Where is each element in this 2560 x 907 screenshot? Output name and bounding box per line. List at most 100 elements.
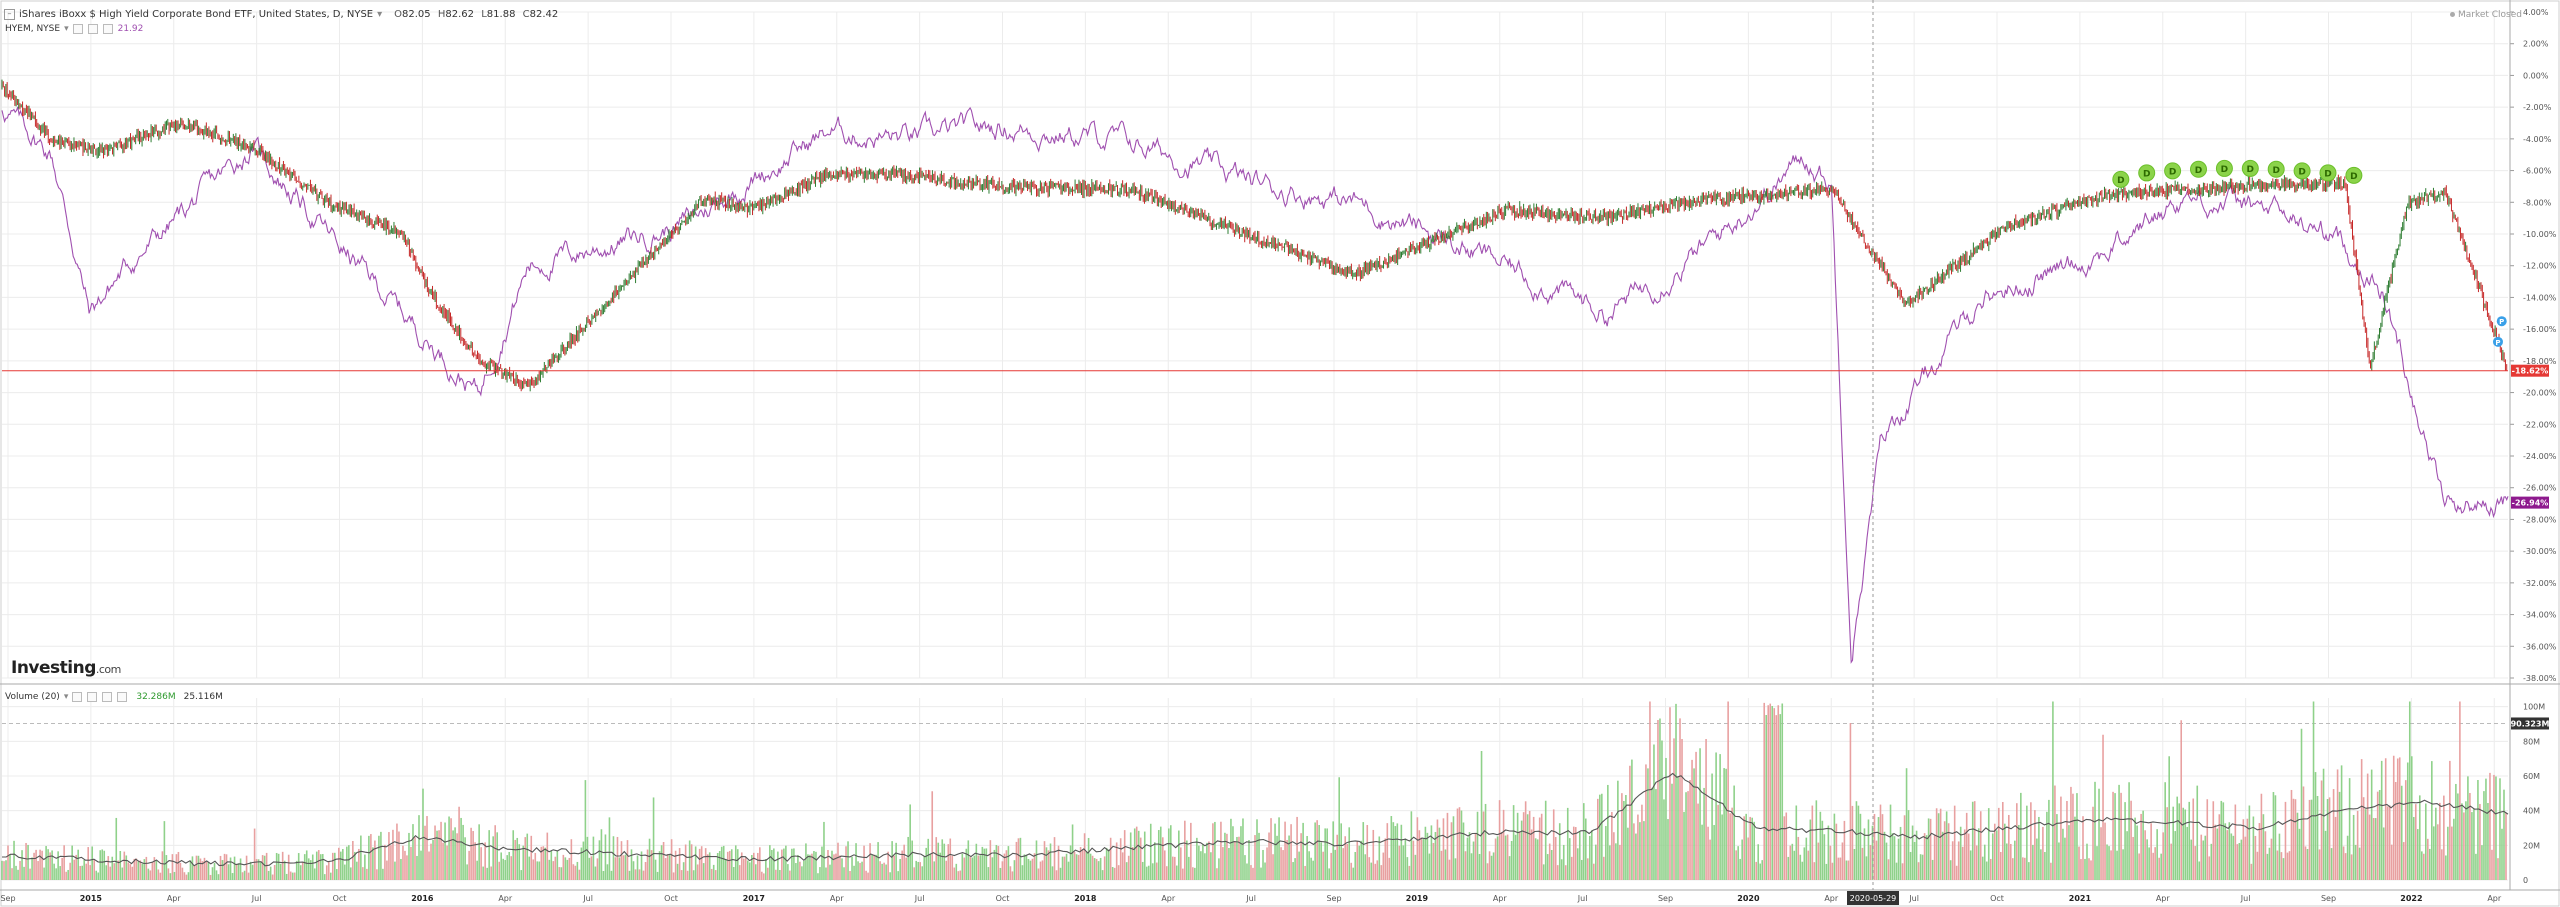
crosshair: 2020-05-29 — [1847, 0, 1899, 905]
dividend-marker-label: D — [2247, 165, 2254, 175]
volume-chevron-icon[interactable]: ▾ — [63, 692, 69, 702]
y-tick-label: -32.00% — [2523, 579, 2557, 588]
y-tick-label: 4.00% — [2523, 8, 2549, 17]
dividend-marker-circle — [2319, 164, 2337, 182]
x-tick-label: Jul — [251, 894, 262, 903]
event-marker-label: P — [2499, 318, 2504, 326]
vol-y-tick-label: 100M — [2523, 703, 2545, 712]
y-tick-label: -6.00% — [2523, 167, 2552, 176]
volume-remove-icon[interactable] — [102, 692, 113, 702]
dividend-marker-icon[interactable]: D — [2190, 160, 2208, 178]
dividend-marker-circle — [2190, 160, 2208, 178]
y-tick-label: -8.00% — [2523, 198, 2552, 207]
y-tick-label: -34.00% — [2523, 611, 2557, 620]
y-tick-label: -38.00% — [2523, 674, 2557, 683]
dividend-marker-circle — [2241, 159, 2259, 177]
hyem-last-value-badge: -26.94% — [2512, 499, 2549, 508]
x-tick-label: Sep — [0, 894, 15, 903]
dividend-marker-icon[interactable]: D — [2293, 162, 2311, 180]
y-tick-label: 2.00% — [2523, 40, 2549, 49]
x-tick-label: Oct — [1990, 894, 2004, 903]
event-marker-icon[interactable]: P — [2496, 316, 2507, 327]
y-tick-label: -26.00% — [2523, 484, 2557, 493]
x-tick-label: Apr — [498, 894, 513, 903]
y-tick-label: -20.00% — [2523, 389, 2557, 398]
x-tick-label: Jul — [914, 894, 925, 903]
event-marker-circle — [2492, 336, 2503, 347]
dividend-marker-icon[interactable]: D — [2138, 164, 2156, 182]
dividend-marker-icon[interactable]: D — [2345, 166, 2363, 184]
x-tick-label: 2016 — [411, 894, 434, 903]
compare-eye-icon[interactable] — [72, 24, 83, 34]
x-tick-label: Apr — [1161, 894, 1176, 903]
dividend-markers[interactable]: D D D D D D D D D D P P — [2112, 159, 2507, 347]
dividend-marker-icon[interactable]: D — [2319, 164, 2337, 182]
compare-settings-icon[interactable] — [87, 24, 98, 34]
y-tick-label: 0.00% — [2523, 71, 2549, 80]
crosshair-date-badge — [1847, 891, 1899, 905]
hyg-last-value-badge: -18.62% — [2512, 367, 2549, 376]
x-tick-label: Apr — [2156, 894, 2171, 903]
dividend-marker-icon[interactable]: D — [2112, 170, 2130, 188]
dividend-marker-circle — [2293, 162, 2311, 180]
dividend-marker-label: D — [2143, 169, 2150, 179]
volume-settings-icon[interactable] — [87, 692, 98, 702]
x-tick-label: Sep — [1658, 894, 1673, 903]
volume-last-value-badge: 90.323M — [2511, 719, 2550, 728]
compare-remove-icon[interactable] — [102, 24, 113, 34]
dividend-marker-label: D — [2169, 167, 2176, 177]
dividend-marker-icon[interactable]: D — [2267, 160, 2285, 178]
market-status: Market Closed — [2449, 10, 2522, 20]
compare-value: 21.92 — [117, 24, 144, 34]
dividend-marker-label: D — [2350, 172, 2357, 182]
y-tick-label: -18.00% — [2523, 357, 2557, 366]
compare-symbol: HYEM, NYSE — [5, 24, 61, 34]
vol-y-tick-label: 60M — [2523, 772, 2540, 781]
x-tick-label: Oct — [996, 894, 1010, 903]
dividend-marker-circle — [2138, 164, 2156, 182]
y-tick-label: -24.00% — [2523, 452, 2557, 461]
volume-last-value-badge-bg — [2511, 717, 2549, 730]
dividend-marker-circle — [2215, 159, 2233, 177]
settings-chevron-icon[interactable]: ▾ — [377, 9, 383, 20]
compare-chevron-icon[interactable]: ▾ — [64, 24, 69, 34]
x-tick-label: Jul — [1908, 894, 1919, 903]
dividend-marker-label: D — [2195, 166, 2202, 176]
volume-eye-icon[interactable] — [72, 692, 83, 702]
x-tick-label: Apr — [830, 894, 845, 903]
x-tick-label: Jul — [2240, 894, 2251, 903]
x-tick-label: 2021 — [2069, 894, 2092, 903]
dividend-marker-circle — [2267, 160, 2285, 178]
x-tick-label: Sep — [1326, 894, 1341, 903]
dividend-marker-label: D — [2117, 176, 2124, 186]
y-tick-label: -10.00% — [2523, 230, 2557, 239]
compare-legend: HYEM, NYSE ▾ 21.92 — [5, 24, 143, 34]
volume-more-icon[interactable] — [117, 692, 128, 702]
x-tick-label: Jul — [582, 894, 593, 903]
volume-ma-path — [2, 772, 2509, 867]
vol-y-tick-label: 40M — [2523, 807, 2540, 816]
collapse-legend-icon[interactable]: – — [4, 9, 15, 20]
x-tick-label: Apr — [1824, 894, 1839, 903]
x-tick-label: 2022 — [2400, 894, 2422, 903]
volume-value-2: 25.116M — [183, 692, 223, 702]
event-marker-icon[interactable]: P — [2492, 336, 2503, 347]
x-tick-label: Apr — [2487, 894, 2502, 903]
x-tick-label: Apr — [167, 894, 182, 903]
volume-value-1: 32.286M — [136, 692, 176, 702]
volume-label: Volume (20) — [5, 692, 60, 702]
hyem-line-path — [1, 106, 2509, 664]
main-legend: – iShares iBoxx $ High Yield Corporate B… — [4, 9, 562, 20]
dividend-marker-icon[interactable]: D — [2164, 162, 2182, 180]
x-tick-label: 2017 — [743, 894, 765, 903]
dividend-marker-circle — [2345, 166, 2363, 184]
dividend-marker-icon[interactable]: D — [2241, 159, 2259, 177]
x-tick-label: Jul — [1577, 894, 1588, 903]
y-tick-label: -4.00% — [2523, 135, 2552, 144]
dividend-marker-icon[interactable]: D — [2215, 159, 2233, 177]
vol-y-tick-label: 80M — [2523, 737, 2540, 746]
